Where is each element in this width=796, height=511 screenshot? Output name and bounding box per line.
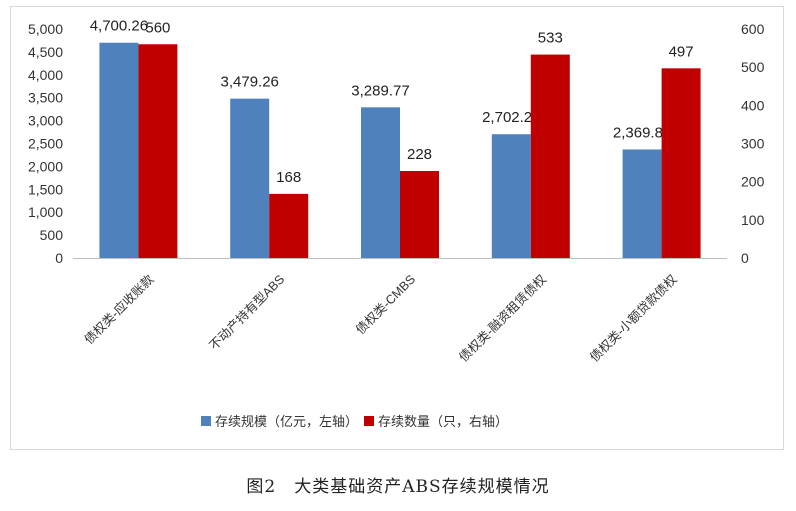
y-left-tick-label: 1,500 [28,181,63,197]
data-label-count: 560 [145,19,170,36]
legend-label-scale: 存续规模（亿元，左轴） [215,414,358,429]
data-label-count: 168 [276,169,301,186]
x-category-label: 债权类-小额贷款债权 [587,271,680,364]
y-left-tick-label: 1,000 [28,204,63,220]
y-left-tick-label: 3,500 [28,90,63,106]
bar-chart: 0 500 1,000 1,500 2,000 2,500 3,000 3,500 4,000 4… [28,18,765,429]
x-category-label: 债权类-应收账款 [81,271,157,347]
bar-count [269,193,309,258]
figure-caption: 图2 大类基础资产ABS存续规模情况 [246,477,550,497]
y-left-tick-label: 5,000 [28,21,63,37]
chart-frame: 0 500 1,000 1,500 2,000 2,500 3,000 3,500 4,000 4… [10,6,784,450]
y-left-tick-label: 500 [40,227,64,243]
bar-scale [99,42,139,259]
bar-count [530,54,570,258]
y-right-tick-label: 600 [741,21,765,37]
y-left-tick-label: 4,500 [28,44,63,60]
bar-scale [230,98,270,258]
data-label-scale: 2,369.84 [613,124,671,141]
data-label-count: 228 [407,146,432,163]
data-label-count: 497 [669,43,694,60]
data-label-scale: 3,479.26 [221,74,279,91]
data-label-scale: 4,700.26 [90,18,148,35]
y-right-tick-label: 200 [741,174,765,190]
legend-swatch-scale [201,416,211,426]
y-right-tick-label: 100 [741,212,765,228]
bar-count [661,68,701,258]
x-category-label: 债权类-CMBS [353,272,419,338]
bar-count [400,170,439,258]
legend-label-count: 存续数量（只，右轴） [378,414,508,429]
x-category-label: 债权类-融资租赁债权 [456,271,549,364]
y-right-tick-label: 400 [741,97,765,113]
y-left-tick-label: 3,000 [28,113,63,129]
data-label-count: 533 [538,30,563,47]
y-left-tick-label: 4,000 [28,67,63,83]
bar-count [138,44,178,259]
y-right-tick-label: 500 [741,59,765,75]
bar-scale [622,149,662,258]
y-left-tick-label: 2,500 [28,136,63,152]
bar-scale [491,134,531,258]
bar-scale [361,107,400,258]
x-category-label: 不动产持有型ABS [206,272,287,353]
y-left-tick-label: 0 [55,250,63,266]
data-label-scale: 2,702.24 [482,109,540,126]
y-right-tick-label: 300 [741,136,765,152]
data-label-scale: 3,289.77 [351,82,409,99]
y-left-tick-label: 2,000 [28,158,63,174]
legend-swatch-count [364,416,374,426]
y-right-tick-label: 0 [741,250,749,266]
